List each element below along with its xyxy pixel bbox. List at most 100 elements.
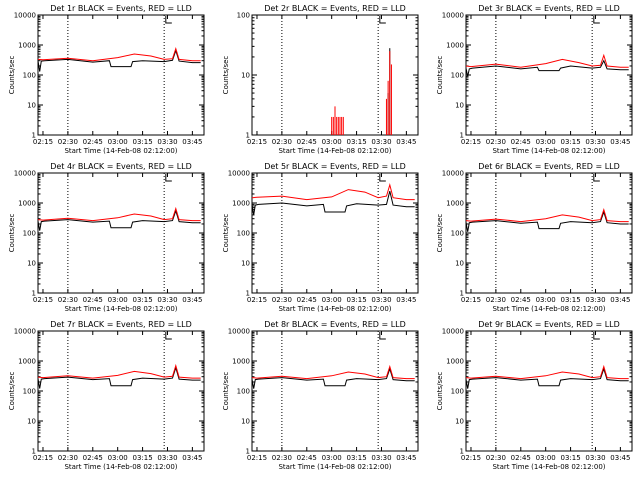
series-line-lld xyxy=(37,47,201,62)
y-axis-label: Counts/sec xyxy=(222,56,230,95)
range-marker xyxy=(593,16,600,24)
x-tick-label: 03:45 xyxy=(396,296,416,304)
x-tick-label: 02:30 xyxy=(486,296,506,304)
y-tick-label: 10 xyxy=(455,418,464,426)
series-line-lld xyxy=(465,53,629,68)
y-tick-label: 10 xyxy=(455,260,464,268)
x-tick-label: 03:15 xyxy=(560,138,580,146)
x-tick-label: 02:45 xyxy=(511,454,531,462)
series-line-events xyxy=(251,190,415,215)
series-line-events xyxy=(37,48,201,72)
x-tick-label: 03:45 xyxy=(610,454,630,462)
y-tick-label: 10 xyxy=(27,102,36,110)
detector-panel: Det 7r BLACK = Events, RED = LLD 02:15 02:… xyxy=(8,320,205,471)
y-axis-label: Counts/sec xyxy=(8,56,16,95)
x-tick-label: 02:45 xyxy=(297,296,317,304)
x-tick-label: 03:15 xyxy=(346,454,366,462)
y-tick-label: 1000 xyxy=(446,42,464,50)
detector-panel: Det 5r BLACK = Events, RED = LLD 02:15 02:… xyxy=(222,162,419,313)
x-tick-label: 03:30 xyxy=(371,296,391,304)
series-line-lld xyxy=(465,364,629,380)
y-tick-label: 100 xyxy=(23,388,36,396)
x-tick-label: 03:45 xyxy=(610,138,630,146)
x-tick-label: 02:15 xyxy=(33,296,53,304)
x-tick-label: 03:15 xyxy=(560,454,580,462)
y-axis-label: Counts/sec xyxy=(222,214,230,253)
x-axis-label: Start Time (14-Feb-08 02:12:00) xyxy=(278,305,391,313)
y-tick-label: 1000 xyxy=(18,200,36,208)
plot-frame xyxy=(465,14,633,136)
plot-frame xyxy=(251,330,419,452)
x-tick-label: 02:15 xyxy=(33,138,53,146)
y-tick-label: 100 xyxy=(451,72,464,80)
y-tick-label: 1000 xyxy=(18,358,36,366)
x-tick-label: 02:15 xyxy=(461,296,481,304)
y-tick-label: 1 xyxy=(32,448,36,456)
y-axis-label: Counts/sec xyxy=(436,56,444,95)
x-tick-label: 02:30 xyxy=(58,138,78,146)
series-line-events xyxy=(37,209,201,231)
y-tick-label: 1 xyxy=(246,290,250,298)
y-tick-label: 1 xyxy=(460,132,464,140)
y-tick-label: 100 xyxy=(23,230,36,238)
x-tick-label: 03:30 xyxy=(585,296,605,304)
x-tick-label: 02:15 xyxy=(33,454,53,462)
chart-title: Det 6r BLACK = Events, RED = LLD xyxy=(478,162,620,171)
y-tick-label: 100 xyxy=(23,72,36,80)
x-tick-label: 03:30 xyxy=(585,138,605,146)
range-marker xyxy=(379,332,386,340)
range-marker xyxy=(165,16,172,24)
y-axis-label: Counts/sec xyxy=(222,372,230,411)
range-marker xyxy=(165,174,172,182)
x-tick-label: 03:30 xyxy=(157,138,177,146)
x-axis-label: Start Time (14-Feb-08 02:12:00) xyxy=(64,147,177,155)
x-tick-label: 03:45 xyxy=(182,296,202,304)
y-tick-label: 1000 xyxy=(446,358,464,366)
detector-panel: Det 2r BLACK = Events, RED = LLD 02:15 02:… xyxy=(222,4,419,155)
y-axis-label: Counts/sec xyxy=(436,214,444,253)
x-tick-label: 02:30 xyxy=(272,454,292,462)
x-tick-label: 03:30 xyxy=(371,138,391,146)
range-marker xyxy=(379,16,386,24)
y-axis-label: Counts/sec xyxy=(8,372,16,411)
x-tick-label: 02:30 xyxy=(58,454,78,462)
x-axis-label: Start Time (14-Feb-08 02:12:00) xyxy=(492,463,605,471)
x-tick-label: 03:00 xyxy=(108,138,128,146)
range-marker xyxy=(379,174,386,182)
x-axis-label: Start Time (14-Feb-08 02:12:00) xyxy=(64,463,177,471)
x-tick-label: 03:00 xyxy=(536,454,556,462)
plot-frame xyxy=(251,172,419,294)
x-tick-label: 03:45 xyxy=(182,454,202,462)
x-tick-label: 02:45 xyxy=(511,296,531,304)
y-tick-label: 10000 xyxy=(14,328,36,336)
x-tick-label: 02:45 xyxy=(83,138,103,146)
x-tick-label: 03:30 xyxy=(585,454,605,462)
y-axis-label: Counts/sec xyxy=(8,214,16,253)
x-tick-label: 02:45 xyxy=(511,138,531,146)
x-tick-label: 02:15 xyxy=(461,138,481,146)
x-tick-label: 02:15 xyxy=(461,454,481,462)
y-tick-label: 100 xyxy=(237,388,250,396)
range-marker xyxy=(165,332,172,340)
x-tick-label: 03:00 xyxy=(322,138,342,146)
x-tick-label: 03:30 xyxy=(157,454,177,462)
y-tick-label: 10000 xyxy=(14,170,36,178)
x-tick-label: 03:15 xyxy=(132,296,152,304)
y-tick-label: 100 xyxy=(237,230,250,238)
x-axis-label: Start Time (14-Feb-08 02:12:00) xyxy=(278,463,391,471)
detector-panel: Det 6r BLACK = Events, RED = LLD 02:15 02:… xyxy=(436,162,633,313)
x-tick-label: 02:45 xyxy=(83,296,103,304)
detector-panel: Det 3r BLACK = Events, RED = LLD 02:15 02:… xyxy=(436,4,633,155)
x-tick-label: 03:00 xyxy=(536,138,556,146)
x-tick-label: 03:15 xyxy=(132,138,152,146)
plot-frame xyxy=(37,330,205,452)
detector-panel: Det 9r BLACK = Events, RED = LLD 02:15 02:… xyxy=(436,320,633,471)
y-tick-label: 10 xyxy=(241,418,250,426)
y-tick-label: 10 xyxy=(455,102,464,110)
x-tick-label: 02:30 xyxy=(58,296,78,304)
detector-panel: Det 8r BLACK = Events, RED = LLD 02:15 02:… xyxy=(222,320,419,471)
y-tick-label: 10 xyxy=(241,72,250,80)
x-tick-label: 02:15 xyxy=(247,138,267,146)
x-tick-label: 03:45 xyxy=(182,138,202,146)
y-tick-label: 10000 xyxy=(14,12,36,20)
